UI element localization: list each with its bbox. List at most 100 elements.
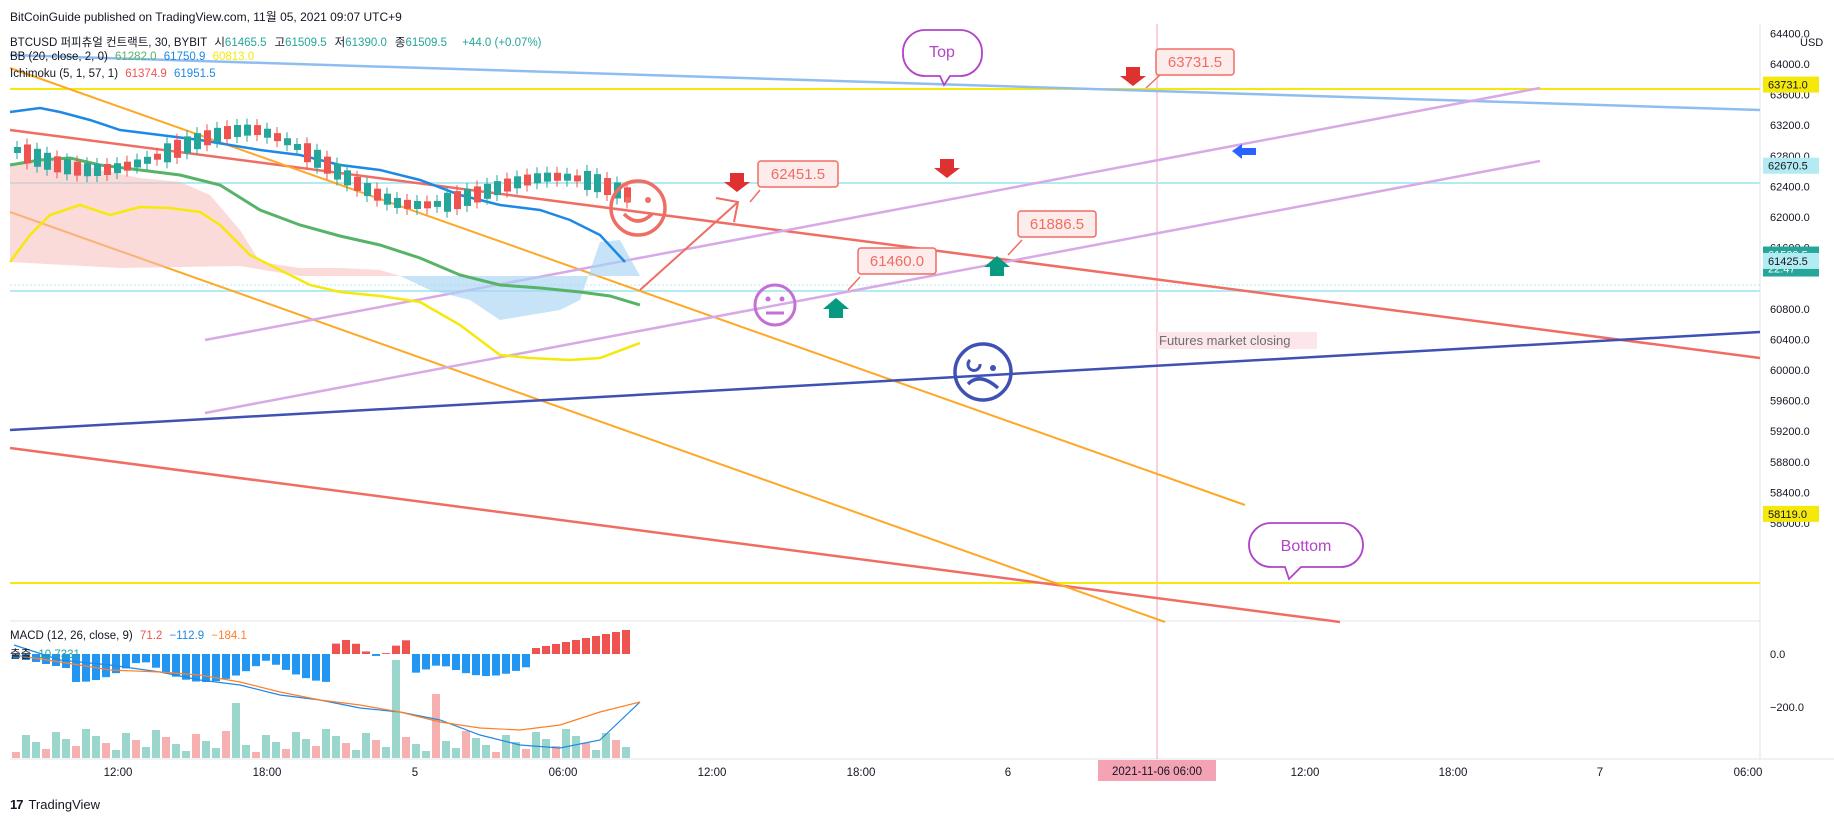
bb-label: BB (20, close, 2, 0) xyxy=(10,51,108,63)
tradingview-brand: TradingView xyxy=(28,797,101,812)
macd-bar xyxy=(622,630,630,654)
change-value: +44.0 (+0.07%) xyxy=(462,37,542,49)
candle xyxy=(294,137,301,156)
volume-bar xyxy=(482,745,490,758)
candle xyxy=(164,137,171,169)
macd-bar xyxy=(232,654,240,676)
candle xyxy=(244,118,251,142)
price-callout-63731[interactable]: 63731.5 xyxy=(1145,48,1235,89)
volume-bar xyxy=(552,746,560,758)
price-callout-61460[interactable]: 61460.0 xyxy=(847,247,937,291)
volume-bar xyxy=(612,740,620,758)
top-callout[interactable]: Top xyxy=(902,29,983,87)
price-callout-62451[interactable]: 62451.5 xyxy=(749,160,839,203)
macd-value-2: −112.9 xyxy=(169,630,205,642)
macd-bar xyxy=(312,654,320,681)
macd-bar xyxy=(452,654,460,671)
price-label-box xyxy=(1763,76,1819,93)
macd-bar xyxy=(182,654,190,680)
price-callout-61886[interactable]: 61886.5 xyxy=(1007,210,1097,256)
secondary-legend: 출출 10.7331 xyxy=(10,646,84,662)
ichimoku-value-1: 61374.9 xyxy=(125,68,167,80)
macd-bar xyxy=(442,654,450,667)
up-arrow-icon xyxy=(984,256,1010,276)
candle xyxy=(404,193,411,215)
tradingview-logo-icon: 17 xyxy=(10,797,24,812)
volume-bar xyxy=(442,741,450,758)
volume-bar xyxy=(492,752,500,758)
bb-value-2: 61750.9 xyxy=(163,51,206,63)
volume-bar xyxy=(582,743,590,758)
candle xyxy=(254,119,261,142)
macd-bar xyxy=(82,654,90,682)
candle xyxy=(574,169,581,188)
price-label-text: 58119.0 xyxy=(1768,509,1807,521)
down-arrow-icon xyxy=(724,173,750,192)
macd-bar xyxy=(422,654,430,670)
symbol-row[interactable]: BTCUSD 퍼피츄얼 컨트랙트, 30, BYBIT 시61465.5 고615… xyxy=(10,34,546,50)
neutral-face-icon xyxy=(753,283,797,327)
bb-basis-line xyxy=(9,156,641,307)
macd-bar xyxy=(362,651,370,654)
candle xyxy=(214,121,221,148)
macd-bar xyxy=(12,654,20,658)
macd-bar xyxy=(162,654,170,673)
macd-legend[interactable]: MACD (12, 26, close, 9) 71.2 −112.9 −184… xyxy=(10,630,251,642)
macd-bar xyxy=(352,643,360,654)
price-label-61425.5: 61425.5 xyxy=(1763,252,1819,269)
volume-bar xyxy=(572,736,580,758)
price-label-58119.0: 58119.0 xyxy=(1763,505,1819,522)
volume-bar xyxy=(302,739,310,758)
macd-bar xyxy=(42,654,50,664)
ichimoku-cloud-blue xyxy=(400,240,640,320)
macd-bar xyxy=(282,654,290,670)
volume-bar xyxy=(382,747,390,758)
bottom-callout[interactable]: Bottom xyxy=(1248,522,1364,581)
candle xyxy=(144,150,151,170)
candle xyxy=(414,194,421,215)
ichimoku-legend[interactable]: Ichimoku (5, 1, 57, 1) 61374.9 61951.5 xyxy=(10,68,220,80)
macd-bar xyxy=(602,634,610,654)
macd-bar xyxy=(152,654,160,668)
macd-bar xyxy=(372,654,380,656)
candle xyxy=(564,167,571,187)
candle xyxy=(604,172,611,202)
price-tick: 59200.0 xyxy=(1770,426,1810,438)
candle xyxy=(74,155,81,182)
time-axis[interactable]: 12:00 18:00 5 06:00 12:00 18:00 6 06:00 12:00 18:… xyxy=(104,760,1763,781)
bb-value-3: 60813.0 xyxy=(212,51,255,63)
down-arrow-icon xyxy=(1120,67,1146,86)
candle xyxy=(504,172,511,198)
ohlc-3: 종61509.5 xyxy=(395,37,451,49)
volume-bar xyxy=(112,750,120,758)
time-tick: 6 xyxy=(1005,767,1011,779)
macd-bar xyxy=(432,654,440,666)
price-tick: 63200.0 xyxy=(1770,120,1810,132)
macd-value-3: −184.1 xyxy=(211,630,247,642)
macd-bar xyxy=(122,654,130,669)
macd-bar xyxy=(72,654,80,682)
secondary-label: 출출 xyxy=(10,649,32,661)
bb-legend[interactable]: BB (20, close, 2, 0) 61282.0 61750.9 608… xyxy=(10,51,258,63)
price-tick: 62400.0 xyxy=(1770,181,1810,193)
footer-branding[interactable]: 17 TradingView xyxy=(10,797,100,812)
macd-line xyxy=(13,644,641,749)
candle xyxy=(464,182,471,212)
secondary-value: 10.7331 xyxy=(38,649,80,661)
volume-bar xyxy=(532,732,540,758)
price-label-62670.5: 62670.5 xyxy=(1763,157,1819,174)
trendline-red-upper xyxy=(9,128,1761,360)
ichimoku-label: Ichimoku (5, 1, 57, 1) xyxy=(10,68,119,80)
candle xyxy=(264,122,271,144)
volume-bar xyxy=(52,732,60,758)
volume-bar xyxy=(42,749,50,758)
candle xyxy=(594,168,601,199)
price-tick: 58800.0 xyxy=(1770,457,1810,469)
macd-bar xyxy=(92,654,100,681)
volume-bar xyxy=(282,749,290,758)
price-label-text: 61425.5 xyxy=(1768,256,1808,268)
volume-bar xyxy=(562,729,570,758)
left-arrow-icon xyxy=(1232,144,1256,159)
price-axis[interactable]: 64400.064000.063600.063200.062800.062400… xyxy=(1770,28,1823,530)
